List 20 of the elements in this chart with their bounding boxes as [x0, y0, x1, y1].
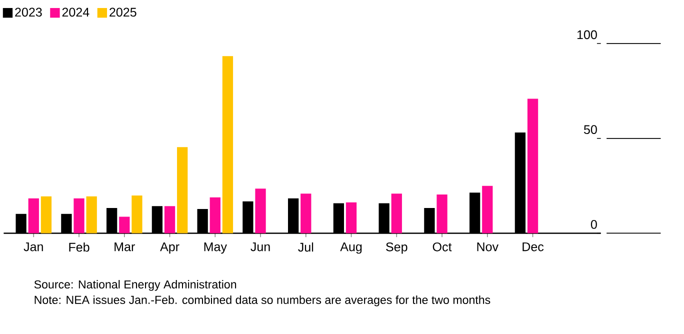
legend-label: 2023 [15, 8, 42, 17]
x-tick-label: Sep [386, 242, 408, 254]
legend-label: 2024 [62, 8, 90, 17]
x-tick-label: Mar [114, 242, 135, 252]
x-tick-label: Jul [298, 242, 314, 252]
x-tick-label: Dec [522, 242, 544, 252]
x-tick-label: Apr [160, 242, 180, 254]
y-tick-label: 50 [584, 125, 597, 134]
y-tick-label: 100 [577, 30, 597, 40]
source-note: Source: National Energy Administration [34, 280, 236, 291]
text: Note: NEA issues Jan.-Feb. combined data so numbers are averages for the two months [34, 296, 490, 306]
x-tick-label: Jan [24, 242, 43, 252]
legend-label: 2025 [110, 8, 136, 17]
x-tick-label: Oct [432, 242, 452, 252]
x-tick-label: Aug [340, 242, 362, 254]
y-tick-label: 0 [590, 220, 597, 229]
x-tick-label: Feb [69, 242, 90, 252]
x-tick-label: Nov [477, 242, 498, 252]
x-tick-label: Jun [250, 242, 270, 252]
x-tick-label: May [204, 242, 227, 254]
